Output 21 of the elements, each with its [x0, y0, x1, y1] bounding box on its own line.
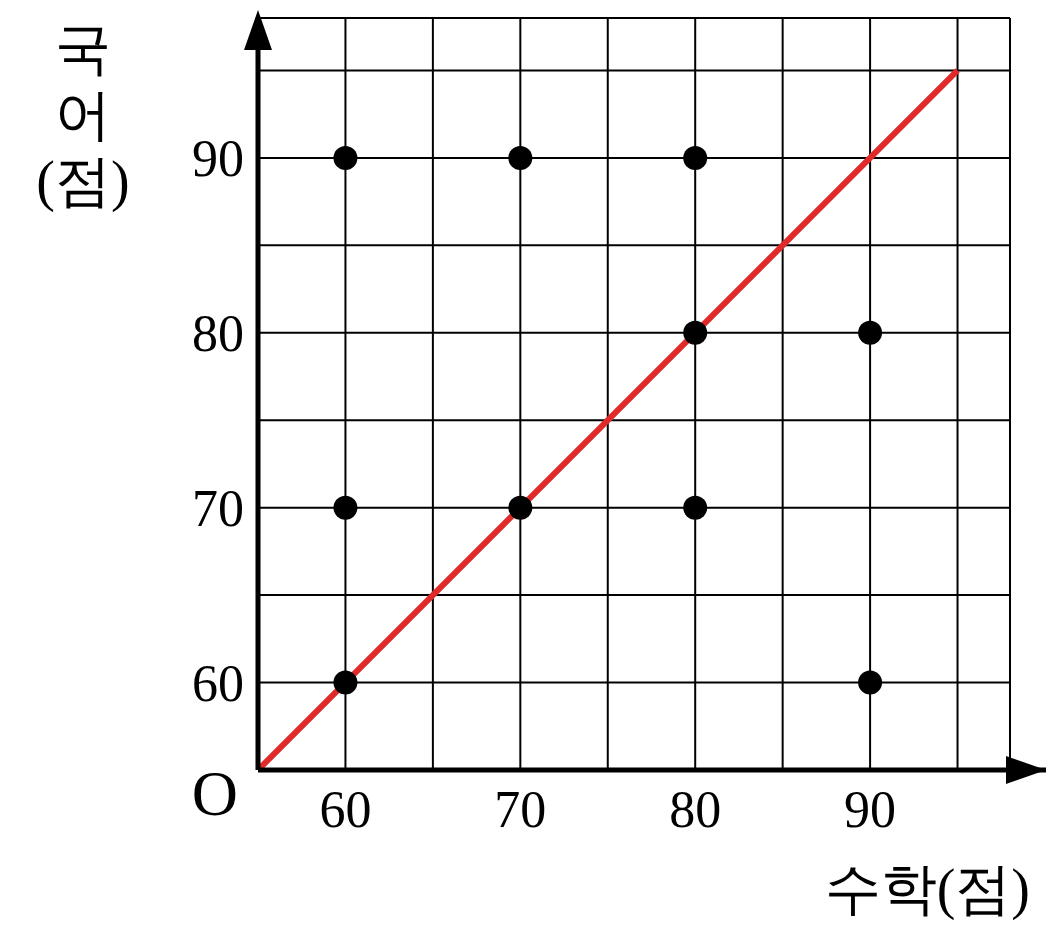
y-axis-title: 국어(점)	[36, 18, 130, 213]
y-tick-label: 90	[192, 130, 244, 188]
point	[683, 495, 708, 520]
x-tick-label: 90	[844, 780, 897, 838]
point	[858, 670, 883, 695]
point	[683, 145, 708, 170]
point	[508, 145, 533, 170]
x-tick-label: 70	[494, 780, 547, 838]
point	[858, 320, 883, 345]
y-tick-label: 60	[192, 655, 244, 713]
y-tick-label: 80	[192, 305, 244, 363]
y-tick-label: 70	[192, 480, 244, 538]
x-axis-title: 수학(점)	[824, 858, 1030, 921]
point	[333, 670, 358, 695]
point	[333, 495, 358, 520]
point	[683, 320, 708, 345]
point	[508, 495, 533, 520]
x-tick-label: 60	[319, 780, 372, 838]
text: O	[191, 758, 238, 829]
x-tick-label: 80	[669, 780, 722, 838]
point	[333, 145, 358, 170]
